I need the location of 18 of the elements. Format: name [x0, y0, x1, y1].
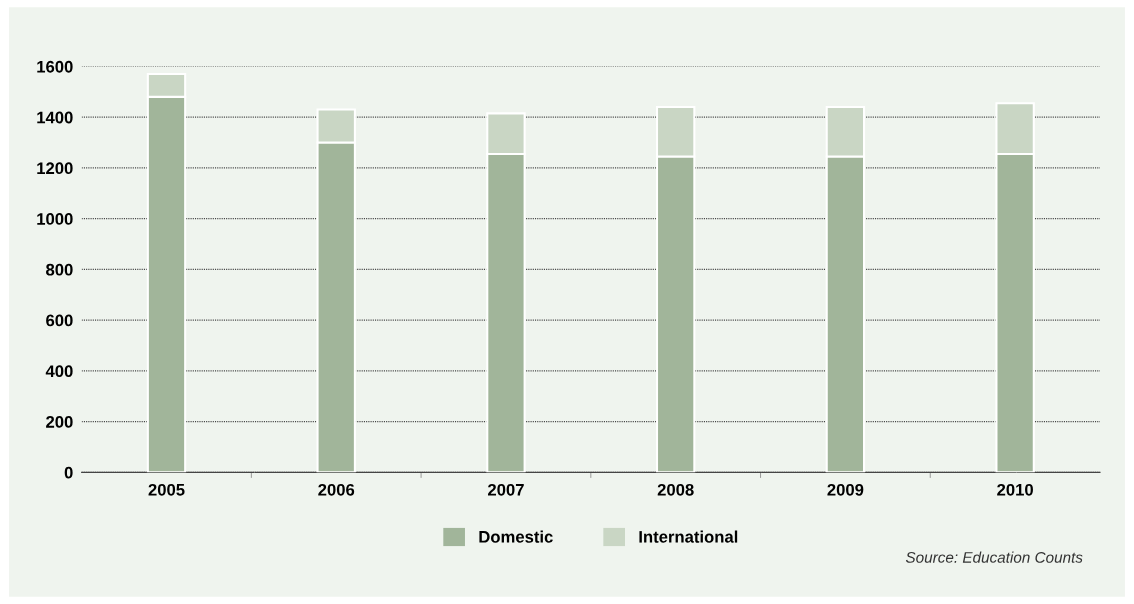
y-tick-label: 1600: [37, 60, 73, 73]
x-tick-label: 2008: [657, 483, 694, 496]
x-tick-label: 2006: [318, 483, 355, 496]
y-tick-label: 1200: [37, 162, 73, 175]
x-tick-label: 2009: [827, 483, 864, 496]
x-tick-label: 2010: [997, 483, 1033, 496]
y-tick-label: 800: [46, 263, 73, 276]
legend-label: International: [639, 530, 738, 543]
y-tick-label: 0: [64, 466, 73, 479]
source-note: Source: Education Counts: [905, 551, 1083, 563]
y-tick-label: 1000: [37, 213, 73, 225]
y-tick-label: 400: [45, 365, 73, 378]
y-tick-label: 200: [46, 415, 73, 428]
x-tick-label: 2007: [487, 483, 524, 496]
y-tick-label: 1400: [37, 111, 73, 124]
legend-label: Domestic: [479, 530, 553, 543]
y-tick-label: 600: [46, 314, 73, 327]
x-tick-label: 2005: [148, 483, 185, 496]
